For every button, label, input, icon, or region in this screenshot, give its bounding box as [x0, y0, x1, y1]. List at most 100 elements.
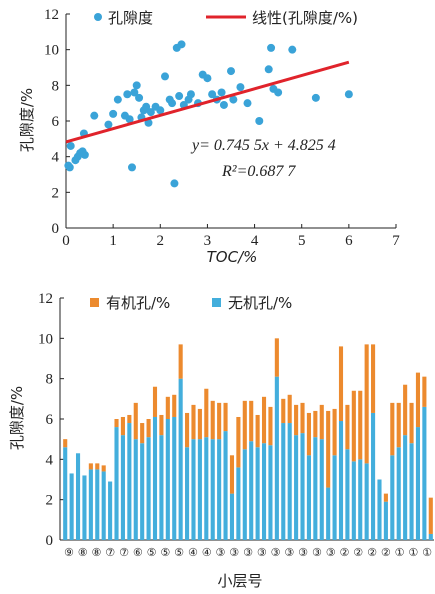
y-tick-label: 4: [46, 452, 54, 468]
bar-organic: [114, 419, 119, 428]
category-label: ④: [202, 546, 212, 559]
bar-organic: [428, 497, 433, 534]
category-label: ⑥: [133, 546, 143, 559]
bar-organic: [210, 400, 215, 440]
scatter-points: [64, 40, 353, 188]
bar-inorganic: [178, 378, 183, 540]
category-label: ⑤: [160, 546, 170, 559]
bar-inorganic: [217, 439, 222, 540]
category-label: ⑨: [64, 546, 74, 559]
bar-organic: [255, 414, 260, 448]
bar-inorganic: [204, 437, 209, 540]
x-tick-label: 1: [109, 233, 117, 249]
bar-organic: [326, 410, 331, 488]
bar-organic: [101, 465, 106, 472]
y-tick-label: 2: [52, 185, 60, 201]
regression-r2: R²=0.687 7: [221, 163, 296, 180]
data-point: [177, 40, 186, 49]
data-point: [208, 90, 217, 99]
category-label: ③: [243, 546, 253, 559]
data-point: [219, 100, 228, 109]
bar-organic: [281, 398, 286, 424]
data-point: [168, 99, 177, 108]
bar-organic: [294, 404, 299, 436]
category-label: ⑤: [147, 546, 157, 559]
bar-organic: [268, 406, 273, 446]
data-point: [65, 163, 74, 172]
category-label: ⑤: [174, 546, 184, 559]
data-point: [90, 111, 99, 120]
bar-organic: [178, 344, 183, 379]
category-label: ③: [216, 546, 226, 559]
bar-organic: [223, 402, 228, 432]
bar-organic: [403, 384, 408, 436]
bar-organic: [300, 402, 305, 434]
bar-inorganic: [229, 493, 235, 540]
bar-inorganic: [268, 445, 273, 540]
bar-organic: [371, 344, 376, 413]
bar-inorganic: [338, 421, 344, 540]
bar-inorganic: [63, 447, 68, 540]
bar-organic: [127, 414, 132, 424]
data-point: [243, 99, 252, 108]
bar-organic: [165, 396, 170, 419]
bar-inorganic: [300, 433, 305, 540]
y-tick-label: 6: [52, 114, 60, 130]
legend-swatch-organic: [90, 298, 99, 307]
category-label: ③: [312, 546, 322, 559]
bar-organic: [133, 402, 138, 440]
data-point: [130, 88, 139, 97]
x-tick-label: 3: [204, 233, 212, 249]
data-point: [104, 120, 113, 129]
bar-inorganic: [120, 435, 125, 540]
category-label: ③: [229, 546, 239, 559]
bar-organic: [204, 388, 209, 438]
bar-organic: [152, 386, 158, 417]
bar-inorganic: [377, 479, 382, 540]
data-point: [66, 141, 75, 150]
bar-organic: [229, 455, 235, 494]
bar-inorganic: [236, 467, 241, 540]
bar-organic: [146, 419, 151, 438]
bar-inorganic: [101, 471, 106, 540]
category-label: ①: [408, 546, 418, 559]
category-label: ①: [422, 546, 432, 559]
category-label: ①: [395, 546, 405, 559]
bar-xlabel: 小层号: [217, 572, 262, 590]
bar-inorganic: [133, 439, 138, 540]
bar-inorganic: [114, 427, 119, 540]
bar-organic: [172, 394, 177, 417]
y-tick-label: 4: [52, 150, 60, 166]
bar-organic: [358, 390, 363, 460]
category-label: ⑦: [119, 546, 129, 559]
data-point: [135, 93, 144, 102]
bar-inorganic: [249, 441, 254, 540]
bar-series: [63, 338, 433, 540]
bar-organic: [422, 376, 427, 407]
bar-inorganic: [108, 481, 113, 540]
bar-inorganic: [127, 423, 132, 540]
y-tick-label: 8: [52, 78, 60, 94]
bar-organic: [261, 396, 267, 444]
bar-organic: [274, 338, 279, 377]
bar-inorganic: [274, 376, 279, 540]
bar-inorganic: [261, 443, 267, 540]
bar-organic: [159, 414, 164, 436]
bar-inorganic: [319, 439, 324, 540]
bar-inorganic: [294, 435, 299, 540]
bar-organic: [345, 404, 350, 450]
y-tick-label: 10: [44, 43, 59, 59]
bar-inorganic: [364, 463, 369, 540]
bar-inorganic: [82, 475, 87, 540]
scatter-ylabel: 孔隙度/%: [18, 88, 36, 152]
y-tick-label: 8: [46, 372, 54, 388]
bar-organic: [390, 402, 395, 456]
legend-swatch-inorganic: [212, 298, 221, 307]
data-point: [264, 65, 273, 74]
category-label: ②: [340, 546, 350, 559]
scatter-xlabel: TOC/%: [207, 248, 258, 266]
bar-inorganic: [242, 449, 247, 540]
